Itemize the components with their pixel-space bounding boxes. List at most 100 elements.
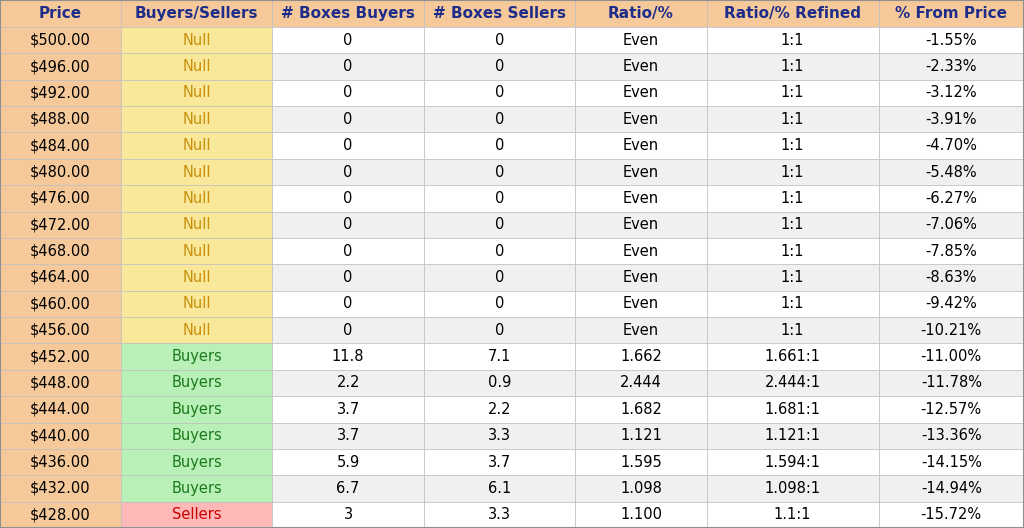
Bar <box>272 449 424 475</box>
Bar <box>575 396 707 422</box>
Text: Ratio/%: Ratio/% <box>608 6 674 21</box>
Bar <box>879 106 1024 133</box>
Bar <box>272 106 424 133</box>
Bar <box>272 0 424 27</box>
Text: $476.00: $476.00 <box>30 191 91 206</box>
Bar <box>0 422 121 449</box>
Text: 1.100: 1.100 <box>620 507 663 522</box>
Bar <box>272 159 424 185</box>
Bar <box>575 265 707 291</box>
Bar <box>272 396 424 422</box>
Bar <box>879 370 1024 396</box>
Bar <box>121 27 272 53</box>
Text: 1.1:1: 1.1:1 <box>774 507 811 522</box>
Bar <box>707 317 879 343</box>
Bar <box>272 265 424 291</box>
Bar <box>272 422 424 449</box>
Bar <box>0 0 121 27</box>
Bar <box>879 238 1024 265</box>
Text: 0: 0 <box>495 33 505 48</box>
Bar <box>0 291 121 317</box>
Bar <box>0 159 121 185</box>
Bar <box>272 317 424 343</box>
Bar <box>0 80 121 106</box>
Text: Buyers/Sellers: Buyers/Sellers <box>135 6 258 21</box>
Bar <box>121 80 272 106</box>
Bar <box>707 502 879 528</box>
Text: 1:1: 1:1 <box>781 86 804 100</box>
Text: 1.121:1: 1.121:1 <box>765 428 820 443</box>
Bar <box>121 396 272 422</box>
Text: $452.00: $452.00 <box>30 349 91 364</box>
Bar <box>0 265 121 291</box>
Text: Null: Null <box>182 59 211 74</box>
Text: Null: Null <box>182 138 211 153</box>
Bar <box>575 80 707 106</box>
Bar <box>879 317 1024 343</box>
Text: Even: Even <box>623 86 659 100</box>
Bar <box>121 343 272 370</box>
Bar <box>575 449 707 475</box>
Bar <box>272 475 424 502</box>
Bar <box>0 238 121 265</box>
Bar <box>424 370 575 396</box>
Text: -14.15%: -14.15% <box>921 455 982 469</box>
Bar <box>575 422 707 449</box>
Text: -5.48%: -5.48% <box>926 165 977 180</box>
Text: 0.9: 0.9 <box>488 375 511 391</box>
Text: 3.7: 3.7 <box>337 402 359 417</box>
Bar <box>575 291 707 317</box>
Text: -7.85%: -7.85% <box>926 243 977 259</box>
Text: Sellers: Sellers <box>172 507 221 522</box>
Bar <box>707 370 879 396</box>
Text: Even: Even <box>623 59 659 74</box>
Text: 6.7: 6.7 <box>337 481 359 496</box>
Bar <box>121 53 272 80</box>
Bar <box>879 80 1024 106</box>
Bar <box>707 396 879 422</box>
Text: 1:1: 1:1 <box>781 191 804 206</box>
Bar <box>879 53 1024 80</box>
Bar <box>879 265 1024 291</box>
Text: Even: Even <box>623 165 659 180</box>
Text: 0: 0 <box>343 112 353 127</box>
Bar <box>707 53 879 80</box>
Text: -11.00%: -11.00% <box>921 349 982 364</box>
Text: 0: 0 <box>343 217 353 232</box>
Text: 7.1: 7.1 <box>488 349 511 364</box>
Text: 1.098:1: 1.098:1 <box>765 481 820 496</box>
Text: 0: 0 <box>343 270 353 285</box>
Text: $496.00: $496.00 <box>30 59 91 74</box>
Text: 0: 0 <box>343 243 353 259</box>
Bar <box>424 106 575 133</box>
Bar <box>575 317 707 343</box>
Text: -10.21%: -10.21% <box>921 323 982 338</box>
Text: $448.00: $448.00 <box>30 375 91 391</box>
Text: $500.00: $500.00 <box>30 33 91 48</box>
Text: Price: Price <box>39 6 82 21</box>
Text: 0: 0 <box>343 296 353 312</box>
Text: $456.00: $456.00 <box>30 323 91 338</box>
Bar <box>575 212 707 238</box>
Bar <box>424 0 575 27</box>
Text: 11.8: 11.8 <box>332 349 365 364</box>
Bar <box>879 475 1024 502</box>
Text: -1.55%: -1.55% <box>926 33 977 48</box>
Text: Null: Null <box>182 86 211 100</box>
Bar <box>707 238 879 265</box>
Text: 1.682: 1.682 <box>621 402 662 417</box>
Bar <box>272 27 424 53</box>
Text: Null: Null <box>182 270 211 285</box>
Text: Even: Even <box>623 112 659 127</box>
Bar <box>707 80 879 106</box>
Text: Null: Null <box>182 296 211 312</box>
Bar <box>879 396 1024 422</box>
Text: 1:1: 1:1 <box>781 138 804 153</box>
Bar <box>575 238 707 265</box>
Text: 1:1: 1:1 <box>781 296 804 312</box>
Text: Even: Even <box>623 296 659 312</box>
Text: 0: 0 <box>495 296 505 312</box>
Bar <box>707 27 879 53</box>
Text: Null: Null <box>182 191 211 206</box>
Bar <box>272 238 424 265</box>
